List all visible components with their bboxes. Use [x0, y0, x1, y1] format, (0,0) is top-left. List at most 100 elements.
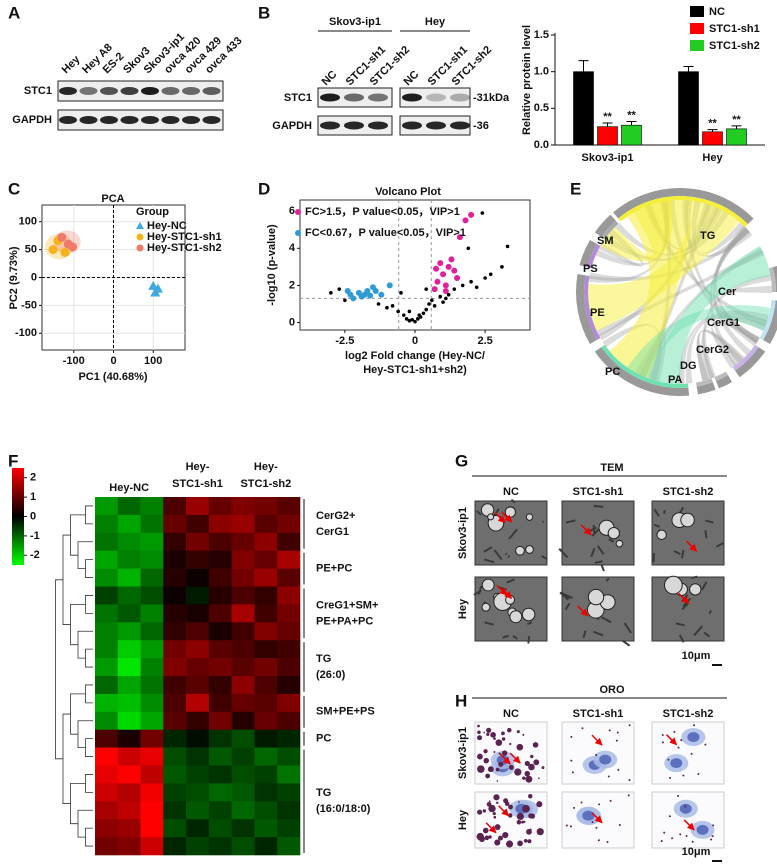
column-label: STC1-sh1: [573, 708, 624, 720]
heat-cell: [277, 640, 301, 659]
row-group-label: PE+PC: [316, 563, 352, 575]
heat-cell: [163, 497, 187, 516]
heat-cell: [163, 568, 187, 587]
heat-cell: [117, 711, 141, 730]
heat-cell: [186, 604, 210, 623]
heat-cell: [117, 765, 141, 784]
point: [468, 211, 475, 218]
heat-cell: [254, 837, 278, 856]
texture: [605, 577, 610, 582]
lipid-droplet: [514, 768, 522, 776]
heat-cell: [231, 801, 255, 820]
x-axis-label: log2 Fold change (Hey-NC/: [345, 350, 485, 362]
micrograph: [651, 575, 725, 643]
texture: [704, 530, 708, 539]
point: [441, 300, 445, 304]
row-group-label: TG: [316, 787, 331, 799]
y-axis-label: Relative protein level: [521, 25, 533, 135]
lipid-droplet: [661, 741, 664, 744]
heat-cell: [140, 532, 164, 551]
column-label: NC: [503, 708, 519, 720]
significance: **: [603, 111, 612, 123]
micrograph: [558, 500, 635, 572]
ribbon: [602, 323, 662, 381]
vesicle: [587, 588, 605, 606]
lipid-droplet: [521, 820, 525, 824]
lipid-droplet: [669, 776, 672, 779]
texture: [564, 602, 571, 611]
band: [182, 87, 200, 95]
heat-cell: [95, 568, 119, 587]
point: [48, 245, 58, 255]
lane-label: NC: [320, 68, 340, 88]
heat-cell: [117, 604, 141, 623]
colorbar-label: 0: [30, 510, 36, 522]
texture: [483, 546, 493, 553]
vesicle: [509, 610, 523, 624]
lipid-droplet: [606, 840, 609, 843]
blot: [57, 80, 224, 102]
dendrogram: [85, 684, 93, 704]
heat-cell: [208, 568, 232, 587]
lipid-droplet: [517, 840, 523, 847]
heat-cell: [117, 676, 141, 695]
lipid-droplet: [477, 753, 483, 760]
lipid-droplet: [504, 801, 510, 807]
arrow: [485, 822, 497, 834]
lipid-droplet: [484, 835, 490, 841]
heat-cell: [163, 586, 187, 605]
point: [488, 272, 493, 277]
lipid-droplet: [482, 809, 486, 813]
lipid-droplet: [711, 835, 714, 838]
heat-cell: [186, 676, 210, 695]
point: [399, 291, 403, 295]
row-label: Skov3-ip1: [457, 507, 469, 559]
heat-cell: [163, 837, 187, 856]
point: [434, 278, 441, 285]
x-tick-label: 100: [144, 355, 162, 367]
lipid-droplet: [509, 742, 512, 746]
nucleus: [696, 824, 709, 835]
heat-cell: [277, 693, 301, 713]
panel-label: D: [258, 179, 270, 198]
heat-cell: [231, 711, 255, 730]
lipid-droplet: [477, 809, 483, 815]
chord-label: SM: [597, 235, 614, 247]
lipid-droplet: [532, 742, 539, 748]
bar: [621, 124, 642, 146]
texture: [678, 634, 685, 643]
band: [450, 121, 470, 130]
lipid-droplet: [609, 799, 612, 802]
lipid-droplet: [524, 770, 531, 777]
heat-cell: [208, 801, 232, 820]
column-label: STC1-sh1: [172, 478, 223, 490]
lipid-droplet: [663, 831, 666, 834]
column-label: STC1-sh2: [663, 708, 714, 720]
heat-cell: [208, 783, 232, 802]
heat-cell: [117, 658, 141, 677]
heat-cell: [231, 532, 255, 551]
texture: [508, 528, 518, 540]
point: [445, 263, 452, 270]
arrow: [591, 734, 603, 746]
heat-cell: [254, 586, 278, 605]
legend-label: STC1-sh1: [709, 23, 760, 35]
bar: [678, 71, 699, 146]
texture: [600, 616, 612, 624]
band: [59, 116, 77, 124]
lipid-droplet: [598, 803, 601, 806]
vesicle: [525, 513, 534, 521]
lipid-droplet: [595, 826, 598, 829]
chord-ring: [594, 347, 690, 396]
heat-cell: [208, 711, 232, 730]
lipid-droplet: [522, 776, 526, 780]
heat-cell: [231, 640, 255, 659]
heat-cell: [140, 693, 164, 713]
significance: **: [627, 109, 636, 121]
chord-label: PA: [668, 374, 683, 386]
heat-cell: [163, 801, 187, 820]
point: [396, 309, 400, 314]
heat-cell: [140, 676, 164, 695]
point: [68, 242, 78, 252]
point: [460, 283, 465, 288]
